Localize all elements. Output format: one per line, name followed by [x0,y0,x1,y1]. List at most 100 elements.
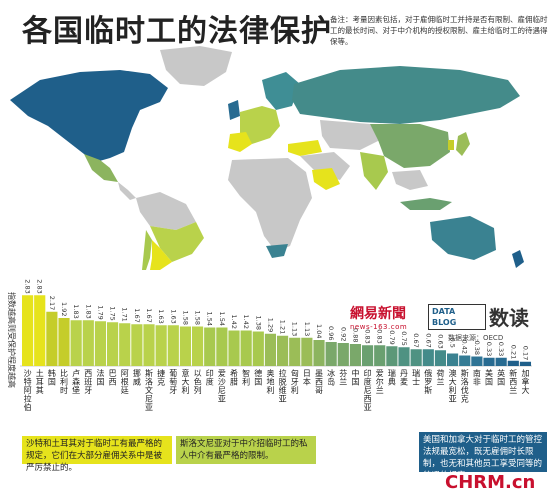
datablog-logo: DATA BLOG [428,304,486,330]
category-label-41: 加拿大 [521,368,529,395]
category-label-2: 韩国 [48,368,56,387]
bar-value-label-17: 1.42 [230,315,238,329]
bar-value-label-41: 0.17 [521,346,529,360]
bar-38 [483,357,495,366]
bar-value-label-12: 1.63 [169,309,177,323]
bar-value-label-39: 0.33 [497,342,505,356]
map-region-australia [430,216,496,260]
bar-value-label-34: 0.63 [436,334,444,348]
bar-13 [179,326,192,366]
callout-slovenia: 斯洛文尼亚对于中介招临时工的私人中介有最严格的限制。 [176,436,316,464]
bar-29 [374,345,386,366]
bar-30 [386,346,398,366]
bar-22 [289,337,301,366]
category-label-39: 英国 [497,368,505,387]
bar-23 [301,337,313,366]
bar-value-label-14: 1.58 [194,311,202,325]
map-region-africa [228,158,312,252]
bar-15 [204,327,216,366]
bar-value-label-36: 0.42 [461,340,469,354]
bar-value-label-31: 0.75 [400,331,408,345]
netease-logo-url: news-163.com [350,323,408,331]
map-region-north-america [10,70,168,162]
bar-value-label-15: 1.54 [206,312,214,326]
bar-11 [155,325,167,366]
map-region-greenland [160,46,232,86]
category-label-37: 南非 [473,368,481,387]
bar-value-label-10: 1.67 [145,308,153,322]
note-text: 备注：考量因素包括，对于雇佣临时工并持是否有限制、雇佣临时工的最长时间、对于中介… [330,15,548,46]
bar-value-label-37: 0.38 [473,341,481,355]
world-map [10,46,524,270]
category-label-40: 新西兰 [509,368,517,395]
bar-value-label-26: 0.92 [339,327,347,341]
category-label-26: 芬兰 [339,368,347,387]
shudu-logo: 数读 [489,306,529,330]
category-label-34: 荷兰 [436,368,444,387]
category-label-15: 印度 [206,369,214,387]
bar-21 [277,335,289,366]
bar-18 [240,330,252,366]
category-label-0: 沙特阿拉伯 [24,369,32,412]
map-region-china [370,124,450,168]
map-region-chile [142,230,152,270]
bar-value-label-24: 1.04 [315,324,323,338]
map-region-southeast-asia [392,170,428,190]
bar-3 [58,318,70,366]
bar-value-label-6: 1.79 [96,305,104,319]
category-label-12: 葡萄牙 [169,368,177,395]
bar-value-label-4: 1.83 [72,304,80,318]
bar-1 [34,295,46,366]
category-label-6: 法国 [96,368,104,387]
bar-17 [228,330,240,366]
bar-value-label-22: 1.13 [291,322,299,336]
bar-40 [507,360,519,366]
map-region-europe-yellow [228,132,252,152]
bar-value-label-33: 0.67 [424,333,432,347]
bar-value-label-28: 0.83 [364,329,372,343]
bar-6 [94,321,107,366]
category-label-31: 丹麦 [400,369,408,387]
map-region-indonesia [400,198,452,210]
bar-19 [252,331,264,366]
bar-0 [22,295,34,366]
category-label-14: 以色列 [194,369,202,395]
map-region-mexico [84,154,118,182]
category-label-28: 印度尼西亚 [364,369,372,412]
category-label-8: 阿根廷 [121,369,129,395]
bar-value-label-27: 0.88 [351,328,359,342]
category-label-3: 比利时 [60,368,68,395]
bar-value-label-1: 2.83 [36,279,44,293]
category-label-19: 德国 [254,368,262,387]
bar-value-label-32: 0.67 [412,333,420,347]
category-label-17: 希腊 [230,368,238,387]
category-label-18: 智利 [242,368,250,387]
bar-36 [459,355,471,366]
bar-32 [410,349,422,366]
category-label-32: 瑞士 [412,368,420,387]
category-label-16: 爱沙尼亚 [218,369,226,404]
bar-value-label-9: 1.67 [133,308,141,322]
category-label-29: 爱尔兰 [376,369,384,395]
category-label-11: 捷克 [157,368,165,387]
bar-value-label-13: 1.58 [181,311,189,325]
bar-34 [434,350,447,366]
bar-value-label-35: 0.5 [449,338,457,348]
category-label-33: 俄罗斯 [424,368,432,395]
bar-value-label-16: 1.54 [218,312,226,326]
category-label-27: 中国 [351,368,359,387]
bar-9 [131,324,143,366]
map-region-europe-west [240,106,280,144]
category-label-22: 匈牙利 [291,368,299,395]
netease-logo: 網易新聞 news-163.com [350,303,420,337]
bar-35 [447,353,459,366]
bar-value-label-18: 1.42 [242,315,250,329]
category-label-20: 奥地利 [266,368,274,395]
bar-value-label-0: 2.83 [24,279,32,293]
category-label-7: 巴西 [109,369,117,387]
bar-value-label-30: 0.79 [388,330,396,344]
bar-24 [313,340,325,366]
category-label-25: 冰岛 [327,368,335,387]
bar-value-label-11: 1.63 [157,309,165,323]
bar-39 [495,357,507,366]
